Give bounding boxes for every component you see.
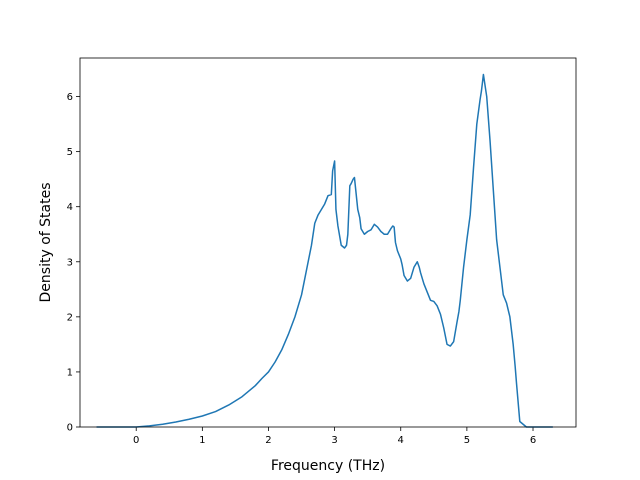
y-tick-label: 6: [67, 92, 73, 103]
x-tick-label: 1: [199, 435, 205, 446]
dos-series-line: [96, 73, 553, 428]
x-tick-label: 4: [398, 435, 404, 446]
y-tick-label: 0: [67, 423, 73, 434]
x-tick-label: 5: [464, 435, 470, 446]
plot-frame: [79, 57, 577, 428]
x-tick-label: 3: [331, 435, 337, 446]
y-tick-label: 3: [67, 257, 73, 268]
x-tick-label: 0: [133, 435, 139, 446]
y-tick-label: 2: [67, 312, 73, 323]
plot-area: [80, 58, 576, 427]
x-tick-label: 6: [530, 435, 536, 446]
x-tick-label: 2: [265, 435, 271, 446]
x-axis-label: Frequency (THz): [271, 458, 385, 474]
y-axis-label: Density of States: [38, 183, 54, 303]
y-tick-label: 1: [67, 367, 73, 378]
y-tick-label: 5: [67, 147, 73, 158]
y-tick-label: 4: [67, 202, 73, 213]
